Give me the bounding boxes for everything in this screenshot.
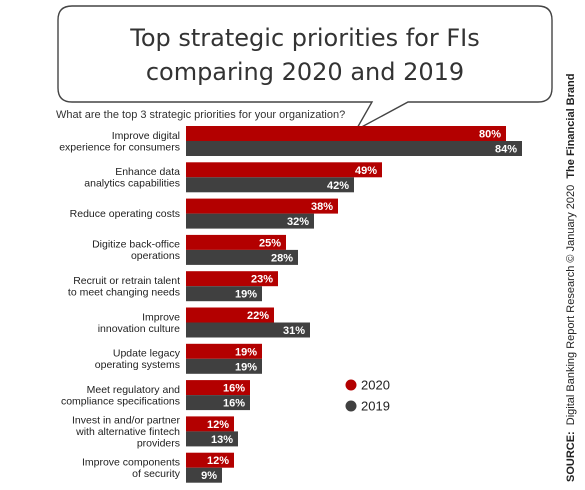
category-label-7-line-0: Meet regulatory and: [87, 384, 181, 396]
category-label-6-line-1: operating systems: [95, 359, 180, 371]
value-label-2020-5: 22%: [247, 310, 269, 322]
value-label-2019-4: 19%: [235, 289, 257, 301]
category-label-8-line-0: Invest in and/or partner: [72, 414, 180, 426]
bar-2020-2: [186, 198, 338, 214]
value-label-2020-2: 38%: [311, 201, 333, 213]
category-label-4: Recruit or retrain talent to meet changin…: [68, 275, 180, 299]
bar-2020-5: [186, 307, 274, 323]
value-label-2020-6: 19%: [235, 346, 257, 358]
bar-2020-4: [186, 271, 278, 287]
survey-question: What are the top 3 strategic priorities …: [56, 109, 345, 121]
value-label-2019-5: 31%: [283, 325, 305, 337]
bar-2020-9: [186, 452, 234, 468]
bar-2019-8: [186, 431, 238, 447]
category-label-1-line-0: Enhance data: [115, 166, 180, 178]
category-label-6: Update legacy operating systems: [95, 348, 181, 372]
source-note: SOURCE: Digital Banking Report Research …: [565, 74, 577, 482]
category-label-0: Improve digital experience for consumers: [59, 130, 180, 154]
bar-2019-3: [186, 249, 298, 265]
category-label-0-line-0: Improve digital: [112, 130, 180, 142]
value-label-2020-7: 16%: [223, 383, 245, 395]
source-body: Digital Banking Report Research © Januar…: [565, 185, 577, 425]
bar-2020-0: [186, 126, 506, 141]
source-prefix: SOURCE:: [565, 431, 577, 482]
bar-2019-2: [186, 213, 314, 229]
category-label-3: Digitize back-office operations: [92, 239, 180, 263]
bar-2020-7: [186, 380, 250, 396]
category-label-8: Invest in and/or partner with alternative…: [72, 414, 180, 449]
bar-2020-8: [186, 416, 234, 432]
category-label-5: Improve innovation culture: [98, 311, 180, 335]
chart-title-line-2: comparing 2020 and 2019: [146, 58, 464, 86]
category-label-7: Meet regulatory and compliance specificat…: [61, 384, 180, 408]
legend-swatch-2019: [345, 400, 357, 412]
category-label-9-line-1: of security: [132, 468, 181, 480]
category-label-4-line-0: Recruit or retrain talent: [73, 275, 180, 287]
category-label-6-line-0: Update legacy: [113, 348, 181, 360]
chart-title-line-1: Top strategic priorities for FIs: [129, 24, 480, 52]
category-label-8-line-1: with alternative fintech: [75, 426, 180, 438]
category-label-5-line-1: innovation culture: [98, 323, 180, 335]
legend-label-2019: 2019: [361, 399, 390, 414]
bar-2020-3: [186, 234, 286, 250]
bar-2019-0: [186, 141, 522, 156]
category-label-1-line-1: analytics capabilities: [84, 178, 180, 190]
value-label-2020-0: 80%: [479, 129, 501, 141]
value-label-2019-9: 9%: [201, 470, 217, 482]
legend-swatch-2020: [345, 379, 357, 391]
bar-2019-7: [186, 395, 250, 411]
category-label-3-line-1: operations: [131, 250, 180, 262]
value-label-2020-4: 23%: [251, 274, 273, 286]
value-label-2019-3: 28%: [271, 252, 293, 264]
value-label-2020-9: 12%: [207, 455, 229, 467]
category-label-7-line-1: compliance specifications: [61, 395, 180, 407]
bar-2019-9: [186, 467, 222, 483]
category-label-5-line-0: Improve: [142, 311, 180, 323]
value-label-2020-8: 12%: [207, 419, 229, 431]
bar-2020-6: [186, 343, 262, 359]
category-label-1: Enhance data analytics capabilities: [84, 166, 180, 190]
value-label-2019-0: 84%: [495, 144, 517, 156]
value-label-2019-6: 19%: [235, 361, 257, 373]
source-brand: The Financial Brand: [565, 74, 577, 179]
speech-bubble: [57, 5, 553, 132]
value-label-2019-7: 16%: [223, 398, 245, 410]
value-label-2019-8: 13%: [211, 434, 233, 446]
legend-label-2020: 2020: [361, 378, 390, 393]
value-label-2020-3: 25%: [259, 237, 281, 249]
bar-2019-5: [186, 322, 310, 338]
bar-2019-6: [186, 358, 262, 374]
value-label-2019-1: 42%: [327, 180, 349, 192]
category-label-3-line-0: Digitize back-office: [92, 239, 180, 251]
category-label-8-line-2: providers: [137, 437, 180, 449]
value-label-2020-1: 49%: [355, 165, 377, 177]
category-label-9: Improve components of security: [82, 456, 181, 480]
category-label-2: Reduce operating costs: [70, 208, 180, 220]
bar-2019-4: [186, 286, 262, 302]
bars-group: 80% 84% 49% 42% 38%32% 25% 28% 23% 19% 22% 31% 19% 1…: [186, 126, 522, 483]
bar-2020-1: [186, 162, 382, 178]
category-label-9-line-0: Improve components: [82, 456, 180, 468]
category-label-2-line-0: Reduce operating costs: [70, 208, 180, 220]
category-labels: Improve digital experience for consumers E…: [59, 130, 181, 480]
legend: 2020 2019: [345, 378, 390, 414]
bar-2019-1: [186, 177, 354, 193]
category-label-4-line-1: to meet changing needs: [68, 286, 180, 298]
category-label-0-line-1: experience for consumers: [59, 141, 180, 153]
value-label-2019-2: 32%: [287, 216, 309, 228]
